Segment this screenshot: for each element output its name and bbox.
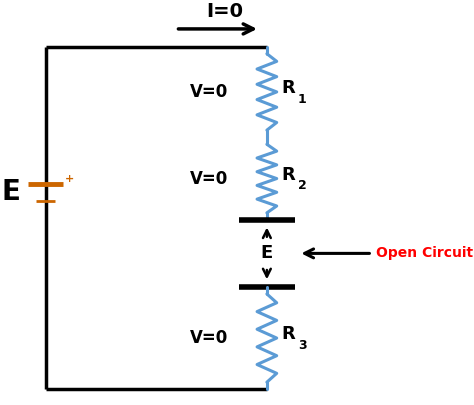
Text: R: R — [281, 325, 295, 343]
Text: Open Circuit: Open Circuit — [376, 246, 473, 260]
Text: I=0: I=0 — [206, 2, 243, 21]
Text: 1: 1 — [298, 92, 307, 106]
Text: 2: 2 — [298, 179, 307, 192]
Text: +: + — [65, 174, 74, 184]
Text: R: R — [281, 166, 295, 183]
Text: V=0: V=0 — [190, 170, 228, 188]
Text: E: E — [261, 244, 273, 262]
Text: E: E — [1, 178, 20, 207]
Text: V=0: V=0 — [190, 329, 228, 347]
Text: 3: 3 — [298, 339, 306, 352]
Text: R: R — [281, 79, 295, 97]
Text: V=0: V=0 — [190, 83, 228, 101]
